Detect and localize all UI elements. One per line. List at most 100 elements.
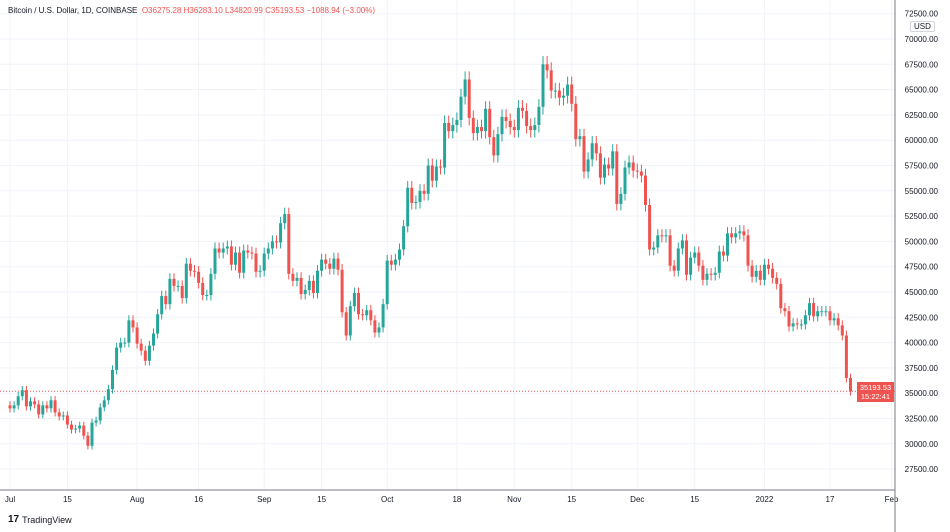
candle-body xyxy=(164,296,168,305)
candle-body xyxy=(49,400,53,409)
candle-body xyxy=(70,424,73,430)
candle-body xyxy=(254,253,258,272)
candle-body xyxy=(644,175,647,205)
candle-body xyxy=(336,258,340,270)
candle-body xyxy=(16,396,20,406)
candle-body xyxy=(480,127,483,132)
candle-body xyxy=(639,171,643,176)
candle-body xyxy=(135,327,139,344)
candle-body xyxy=(299,277,303,295)
candle-body xyxy=(463,79,467,97)
candle-body xyxy=(455,119,459,126)
y-tick-label: 67500.00 xyxy=(905,60,939,69)
candle-body xyxy=(41,405,45,415)
x-tick-label: 17 xyxy=(826,495,835,504)
x-tick-label: 15 xyxy=(690,495,699,504)
legend-header: Bitcoin / U.S. Dollar, 1D, COINBASE O362… xyxy=(8,6,375,15)
bar-countdown: 15:22:41 xyxy=(860,392,891,401)
y-tick-label: 72500.00 xyxy=(905,10,939,19)
candle-body xyxy=(123,342,127,344)
x-tick-label: 16 xyxy=(194,495,203,504)
candle-body xyxy=(381,304,385,328)
candle-body xyxy=(434,166,438,181)
currency-button[interactable]: USD xyxy=(910,21,935,32)
candle-body xyxy=(570,84,574,104)
candle-body xyxy=(361,314,365,316)
x-tick-label: 15 xyxy=(567,495,576,504)
x-tick-label: 18 xyxy=(452,495,461,504)
candle-body xyxy=(258,270,262,272)
ohlc-close: C35193.53 xyxy=(265,6,305,15)
candle-body xyxy=(217,248,221,253)
candle-body xyxy=(234,252,237,265)
candle-body xyxy=(562,95,565,98)
candle-body xyxy=(398,249,401,260)
candle-body xyxy=(808,303,811,316)
candle-body xyxy=(504,116,508,121)
candle-body xyxy=(344,312,348,336)
candle-body xyxy=(812,303,816,317)
candle-body xyxy=(693,252,697,258)
candle-body xyxy=(701,265,705,280)
candle-body xyxy=(664,235,668,237)
candle-body xyxy=(566,84,570,96)
candle-body xyxy=(459,96,463,120)
candle-body xyxy=(61,415,65,417)
candle-body xyxy=(496,134,500,156)
candle-body xyxy=(545,64,549,71)
candle-body xyxy=(721,251,725,256)
candle-body xyxy=(78,425,82,429)
ohlc-change: −1088.94 (−3.00%) xyxy=(306,6,376,15)
candle-body xyxy=(512,127,516,131)
candle-body xyxy=(270,241,274,249)
y-tick-label: 30000.00 xyxy=(905,440,939,449)
candle-body xyxy=(205,295,209,297)
candle-body xyxy=(603,164,606,178)
candle-body xyxy=(238,252,242,273)
candle-body xyxy=(492,137,496,156)
candle-body xyxy=(320,259,324,271)
y-tick-label: 65000.00 xyxy=(905,86,939,95)
candle-body xyxy=(467,79,471,118)
candle-body xyxy=(734,233,738,238)
y-tick-label: 50000.00 xyxy=(905,237,939,246)
candle-body xyxy=(767,264,770,269)
candle-body xyxy=(451,125,455,132)
candle-body xyxy=(328,263,332,269)
candle-body xyxy=(389,260,393,265)
candle-body xyxy=(373,320,377,333)
candle-body xyxy=(127,320,131,343)
candle-body xyxy=(201,282,205,296)
candle-body xyxy=(762,264,766,280)
candle-body xyxy=(541,64,545,107)
x-tick-label: Jul xyxy=(5,495,15,504)
x-tick-label: Nov xyxy=(507,495,521,504)
candle-body xyxy=(82,425,86,436)
candle-body xyxy=(623,167,627,194)
x-tick-label: Aug xyxy=(130,495,144,504)
y-tick-label: 55000.00 xyxy=(905,187,939,196)
candle-body xyxy=(582,136,586,172)
tradingview-logo[interactable]: 17 TradingView xyxy=(8,514,72,525)
candle-body xyxy=(447,122,451,132)
candle-body xyxy=(102,400,106,408)
candle-body xyxy=(836,318,840,326)
candle-body xyxy=(590,143,594,160)
candle-body xyxy=(262,253,266,271)
candle-body xyxy=(668,235,672,266)
candle-body xyxy=(65,415,69,425)
candle-body xyxy=(709,273,713,275)
x-tick-label: Sep xyxy=(257,495,272,504)
candle-body xyxy=(291,273,295,281)
candle-body xyxy=(213,248,217,274)
candle-body xyxy=(365,310,369,316)
candle-body xyxy=(279,223,283,243)
candle-body xyxy=(168,278,172,305)
candle-body xyxy=(422,190,426,194)
candle-body xyxy=(221,248,225,253)
candle-body xyxy=(775,277,779,284)
candle-body xyxy=(586,159,590,172)
candle-body xyxy=(266,248,270,254)
candle-body xyxy=(242,250,246,273)
